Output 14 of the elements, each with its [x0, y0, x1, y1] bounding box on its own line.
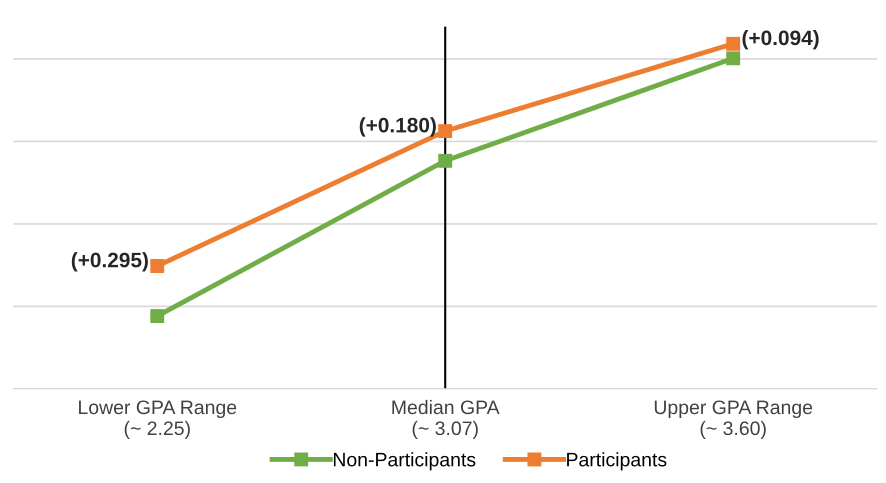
point [150, 309, 164, 323]
point [438, 124, 452, 138]
legend-label: Participants [567, 452, 666, 470]
point [438, 154, 452, 168]
x-tick-label: Median GPA (~ 3.07) [392, 400, 500, 439]
x-tick-label: Lower GPA Range (~ 2.25) [79, 400, 236, 439]
annotation: (+0.180) [360, 117, 436, 137]
x-tick-label: Upper GPA Range (~ 3.60) [654, 400, 812, 439]
point [726, 36, 740, 51]
annotation: (+0.094) [742, 30, 819, 50]
annotation: (+0.295) [72, 252, 148, 272]
legend-label: Non-Participants [334, 452, 476, 470]
point [726, 51, 740, 66]
point [150, 259, 164, 273]
